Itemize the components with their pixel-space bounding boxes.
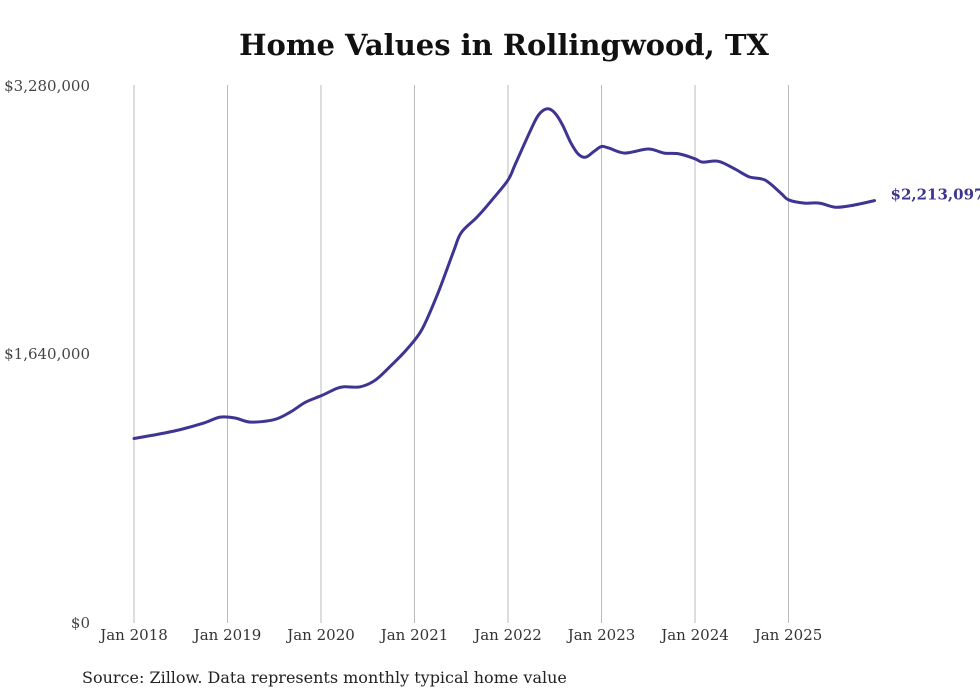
y-tick-label: $1,640,000 [4,345,90,363]
end-value-label: $2,213,097 [891,186,980,204]
source-note: Source: Zillow. Data represents monthly … [82,668,567,687]
x-tick-label: Jan 2019 [192,626,262,644]
y-tick-label: $0 [71,614,90,632]
x-tick-label: Jan 2021 [379,626,449,644]
series-line [132,107,876,440]
x-tick-label: Jan 2020 [285,626,355,644]
x-tick-label: Jan 2022 [472,626,542,644]
x-tick-label: Jan 2024 [659,626,729,644]
chart-title: Home Values in Rollingwood, TX [239,28,769,62]
x-tick-label: Jan 2018 [98,626,168,644]
series-layer: $2,213,097 [132,107,980,440]
x-tick-label: Jan 2025 [753,626,823,644]
x-axis-ticks: Jan 2018 Jan 2019 Jan 2020 Jan 2021 Jan 2022… [98,626,822,644]
y-tick-label: $3,280,000 [4,77,90,95]
gridlines [133,85,789,623]
y-axis-ticks: $3,280,000 $1,640,000 $0 [4,77,90,632]
x-tick-label: Jan 2023 [566,626,636,644]
